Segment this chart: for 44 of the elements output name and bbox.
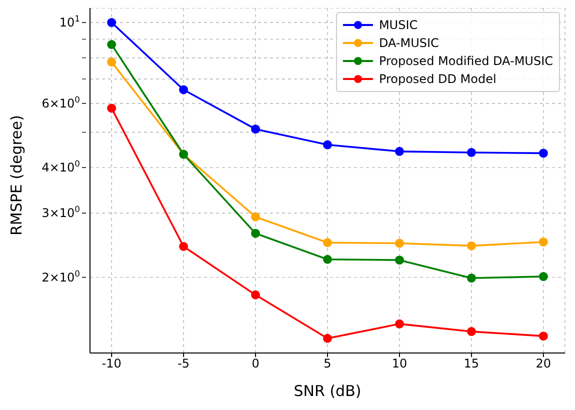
point [394,238,404,248]
x-tick-label: 10 [392,356,408,371]
y-tick-label: 6×10$^{0}$ [42,94,80,110]
point [251,228,260,238]
point [251,212,260,222]
point [107,18,116,28]
point [394,319,404,328]
legend-label: DA-MUSIC [378,36,439,50]
point [179,242,188,251]
point [107,104,116,113]
point [466,274,476,283]
x-tick-label: -10 [102,356,122,371]
y-tick-label: 4×10$^{0}$ [42,158,80,175]
point [323,238,332,248]
point [323,334,332,343]
y-axis-title: RMSPE (degree) [7,115,26,236]
point [107,40,116,50]
x-tick-label: 5 [324,356,332,371]
legend-label: MUSIC [378,18,418,32]
y-tick-label: 2×10$^{0}$ [42,268,80,284]
point [251,124,260,134]
x-tick-label: -5 [178,356,190,371]
point [466,327,476,336]
point [179,85,188,94]
point [538,272,548,282]
x-tick-label: 20 [536,356,552,371]
y-tick-label: 10$^{1}$ [59,14,80,30]
x-tick-label: 15 [464,356,480,371]
point [251,290,260,300]
point [394,256,404,265]
point [538,237,548,246]
point [538,148,548,158]
point [107,58,116,67]
y-tick-label: 3×10$^{0}$ [42,204,80,220]
legend-label: Proposed DD Model [378,72,496,86]
point [538,332,548,341]
legend-label: Proposed Modified DA-MUSIC [378,54,553,68]
point [323,140,332,150]
point [394,146,404,156]
point [323,254,332,264]
point [466,241,476,250]
x-axis-title: SNR (dB) [294,382,362,400]
x-tick-label: 0 [252,356,260,371]
point [466,148,476,157]
